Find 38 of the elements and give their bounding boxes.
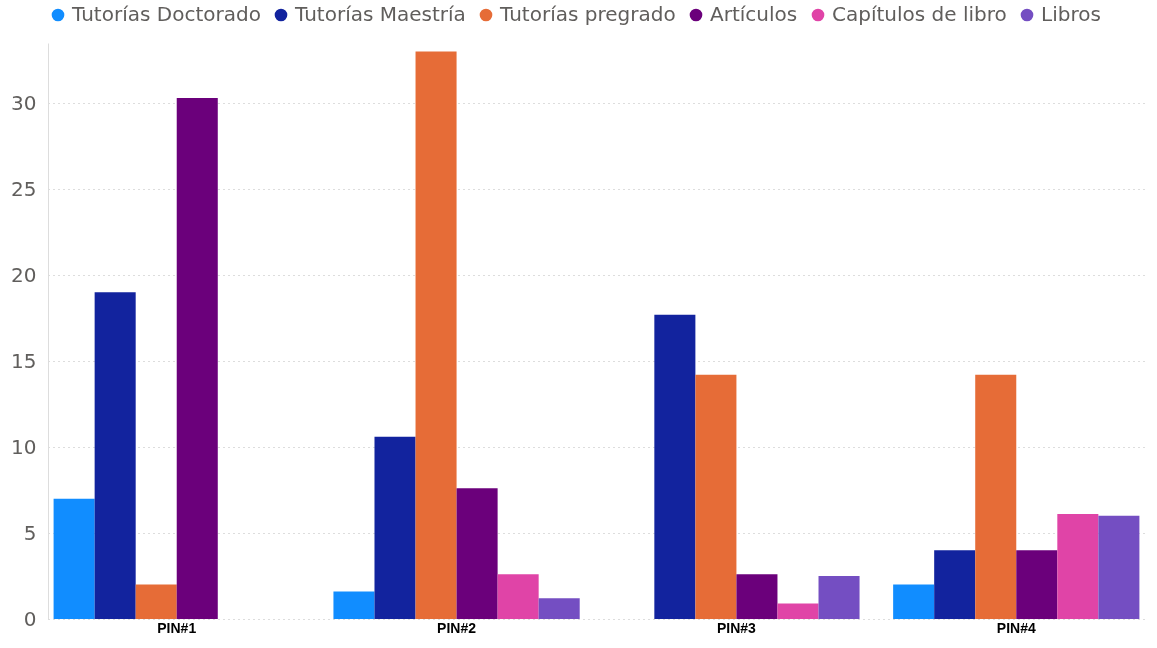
- legend-label: Tutorías Maestría: [294, 2, 466, 26]
- bar: [497, 574, 539, 619]
- y-tick-label: 15: [11, 348, 37, 373]
- bar: [818, 576, 860, 619]
- x-tick-label: PIN#1: [157, 619, 197, 636]
- y-tick-label: 0: [23, 606, 37, 631]
- bar: [456, 488, 498, 619]
- bar: [654, 314, 696, 619]
- bar: [1057, 514, 1099, 619]
- y-tick-label: 25: [11, 176, 37, 201]
- legend-label: Libros: [1041, 2, 1101, 26]
- bar: [53, 498, 95, 619]
- bar: [1016, 550, 1058, 619]
- bar: [893, 584, 935, 619]
- bar: [374, 436, 416, 619]
- y-tick-label: 30: [11, 90, 37, 115]
- y-tick-label: 10: [11, 434, 37, 459]
- bar: [415, 51, 457, 619]
- legend-label: Capítulos de libro: [832, 2, 1007, 26]
- bar: [333, 591, 375, 619]
- bar: [538, 598, 580, 619]
- y-tick-label: 5: [23, 520, 37, 545]
- legend-label: Artículos: [710, 2, 798, 26]
- y-tick-label: 20: [11, 262, 37, 287]
- legend-label: Tutorías Doctorado: [71, 2, 261, 26]
- bar: [777, 603, 819, 619]
- legend-label: Tutorías pregrado: [499, 2, 676, 26]
- bar: [176, 98, 218, 619]
- bar: [135, 584, 177, 619]
- bar: [94, 292, 136, 619]
- bar: [975, 374, 1017, 619]
- x-tick-label: PIN#4: [996, 619, 1036, 636]
- bar: [695, 374, 737, 619]
- bar: [934, 550, 976, 619]
- x-tick-label: PIN#2: [437, 619, 477, 636]
- x-tick-label: PIN#3: [716, 619, 757, 636]
- bar: [1098, 515, 1140, 619]
- bar: [736, 574, 778, 619]
